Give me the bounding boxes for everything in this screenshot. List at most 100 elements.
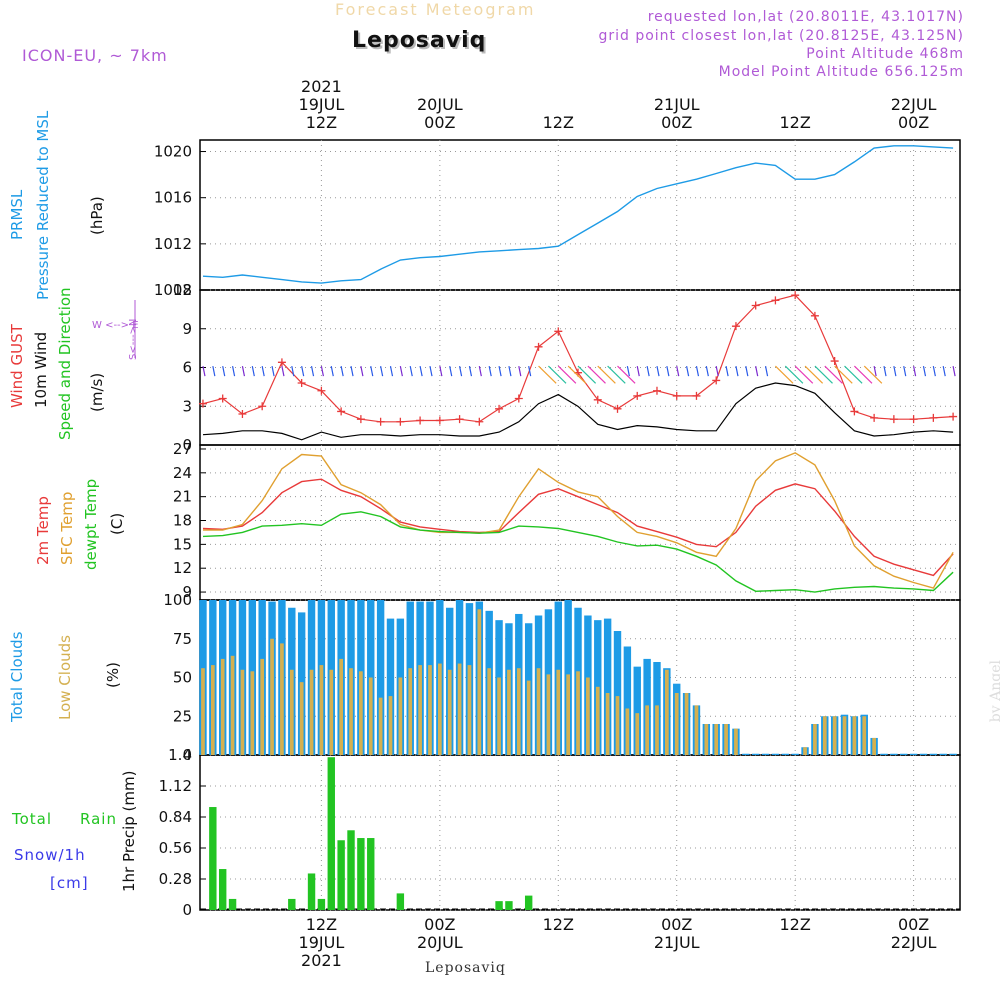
- y-tick-label: 15: [173, 535, 192, 553]
- wind-direction-arrow: [468, 365, 473, 377]
- gust-marker: [475, 417, 484, 426]
- y-tick-label: 0.56: [159, 839, 192, 857]
- wind-direction-arrow: [557, 365, 577, 384]
- gust-marker: [435, 416, 444, 425]
- low-cloud-bar: [813, 724, 817, 755]
- low-cloud-bar: [260, 658, 265, 755]
- low-cloud-bar: [280, 643, 284, 755]
- wind-direction-arrow: [942, 365, 946, 377]
- model-altitude: Model Point Altitude 656.125m: [718, 64, 964, 80]
- low-cloud-bar: [842, 716, 847, 755]
- total-cloud-bar: [890, 753, 898, 755]
- y-tick-label: 1.4: [168, 746, 192, 764]
- gust-marker: [850, 407, 859, 416]
- wind-direction-arrow: [380, 365, 384, 377]
- low-cloud-bar: [566, 674, 571, 755]
- total-cloud-bar: [771, 753, 780, 755]
- wind-direction-arrow: [458, 365, 463, 377]
- low-cloud-bar: [635, 713, 640, 755]
- y-tick-label: 1020: [154, 143, 192, 161]
- low-cloud-bar: [398, 677, 403, 755]
- low-cloud-bar: [615, 696, 620, 755]
- time-label-top: 12Z: [306, 113, 337, 132]
- low-cloud-bar: [230, 655, 235, 755]
- wind-direction-arrow: [241, 365, 246, 377]
- total-cloud-bar: [751, 753, 760, 755]
- time-label-bottom: 00Z: [898, 915, 929, 934]
- time-label-top: 00Z: [424, 113, 455, 132]
- wind-direction-arrow: [715, 365, 719, 377]
- gust-marker: [791, 291, 800, 300]
- low-cloud-bar: [497, 677, 501, 755]
- gust-marker: [810, 311, 819, 320]
- wind-direction-arrow: [863, 365, 883, 384]
- wind-direction-arrow: [350, 365, 354, 377]
- wind-direction-arrow: [764, 365, 769, 377]
- low-cloud-bar: [270, 638, 274, 755]
- time-label-top: 2021: [301, 77, 342, 96]
- gust-marker: [198, 399, 207, 408]
- total-cloud-bar: [742, 753, 750, 755]
- gust-marker: [218, 394, 227, 403]
- gust-marker: [376, 417, 385, 426]
- precip-bar: [505, 901, 513, 910]
- wind-direction-arrow: [340, 365, 344, 377]
- wind-direction-arrow: [686, 365, 690, 377]
- gust-marker: [416, 416, 425, 425]
- wind-direction-arrow: [508, 365, 512, 377]
- point-altitude: Point Altitude 468m: [806, 46, 964, 62]
- time-label-top: 20JUL: [417, 95, 463, 114]
- wind-direction-arrow: [399, 365, 403, 377]
- low-cloud-bar: [368, 677, 373, 755]
- precip-bar: [357, 838, 365, 910]
- low-cloud-bar: [428, 665, 432, 755]
- low-cloud-bar: [329, 669, 334, 755]
- low-cloud-bar: [388, 696, 393, 755]
- gust-marker: [238, 410, 247, 418]
- panel-frame-pressure: [199, 139, 961, 291]
- wind-direction-arrow: [775, 365, 794, 384]
- wind-direction-arrow: [952, 365, 956, 377]
- low-cloud-bar: [694, 705, 699, 755]
- y-tick-label: 1008: [154, 281, 192, 299]
- low-cloud-bar: [625, 708, 630, 755]
- gust-marker: [751, 301, 760, 310]
- wind-direction-arrow: [567, 365, 587, 384]
- low-cloud-bar: [467, 665, 472, 755]
- low-cloud-bar: [457, 663, 462, 755]
- precip-snow-label: Snow/1h: [14, 846, 86, 864]
- wind-direction-arrow: [745, 365, 749, 377]
- gust-marker: [949, 412, 958, 421]
- y-tick-label: 0: [182, 746, 192, 764]
- wind-direction-arrow: [824, 365, 843, 384]
- wind-direction-arrow: [626, 365, 630, 377]
- total-cloud-bar: [880, 753, 888, 755]
- model-label: ICON-EU, ~ 7km: [22, 46, 168, 65]
- wind-direction-arrow: [922, 365, 927, 377]
- low-cloud-bar: [586, 677, 590, 755]
- wind-direction-arrow: [222, 365, 226, 377]
- gust-marker: [317, 386, 326, 395]
- wind-direction-arrow: [439, 365, 443, 377]
- low-cloud-bar: [852, 716, 857, 755]
- wind-direction-arrow: [844, 365, 863, 384]
- low-cloud-bar: [546, 674, 551, 755]
- dewpt-line: [202, 511, 954, 593]
- low-cloud-bar: [477, 609, 482, 755]
- low-cloud-bar: [665, 669, 669, 755]
- precip-bar: [209, 807, 217, 910]
- time-label-top: 19JUL: [299, 95, 345, 114]
- gust-marker: [337, 407, 346, 416]
- compass-we: W <--> E: [92, 320, 139, 331]
- wind-direction-arrow: [617, 365, 636, 384]
- y-tick-label: 0: [182, 436, 192, 454]
- wind-direction-arrow: [370, 365, 374, 377]
- total-cloud-bar: [791, 753, 799, 755]
- y-tick-label: 75: [173, 630, 192, 648]
- wind-direction-arrow: [419, 365, 423, 377]
- gust-marker: [455, 415, 464, 424]
- y-tick-label: 27: [173, 440, 192, 458]
- gust-marker: [672, 391, 681, 400]
- wind-direction-arrow: [449, 365, 453, 377]
- low-cloud-bar: [724, 724, 728, 755]
